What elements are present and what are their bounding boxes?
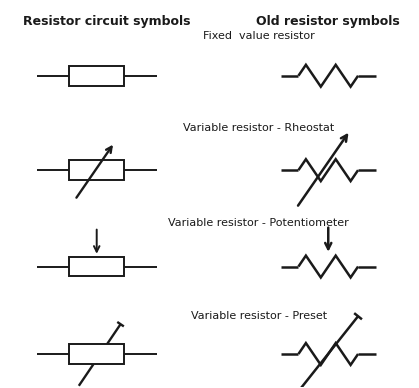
- Bar: [70, 66, 124, 86]
- Text: Fixed  value resistor: Fixed value resistor: [203, 31, 315, 41]
- Bar: [70, 160, 124, 180]
- Text: Old resistor symbols: Old resistor symbols: [256, 15, 400, 28]
- Text: Variable resistor - Potentiometer: Variable resistor - Potentiometer: [168, 218, 349, 228]
- Text: Variable resistor - Preset: Variable resistor - Preset: [191, 311, 327, 321]
- Text: Variable resistor - Rheostat: Variable resistor - Rheostat: [183, 123, 334, 133]
- Bar: [70, 256, 124, 277]
- Bar: [70, 344, 124, 364]
- Text: Resistor circuit symbols: Resistor circuit symbols: [23, 15, 190, 28]
